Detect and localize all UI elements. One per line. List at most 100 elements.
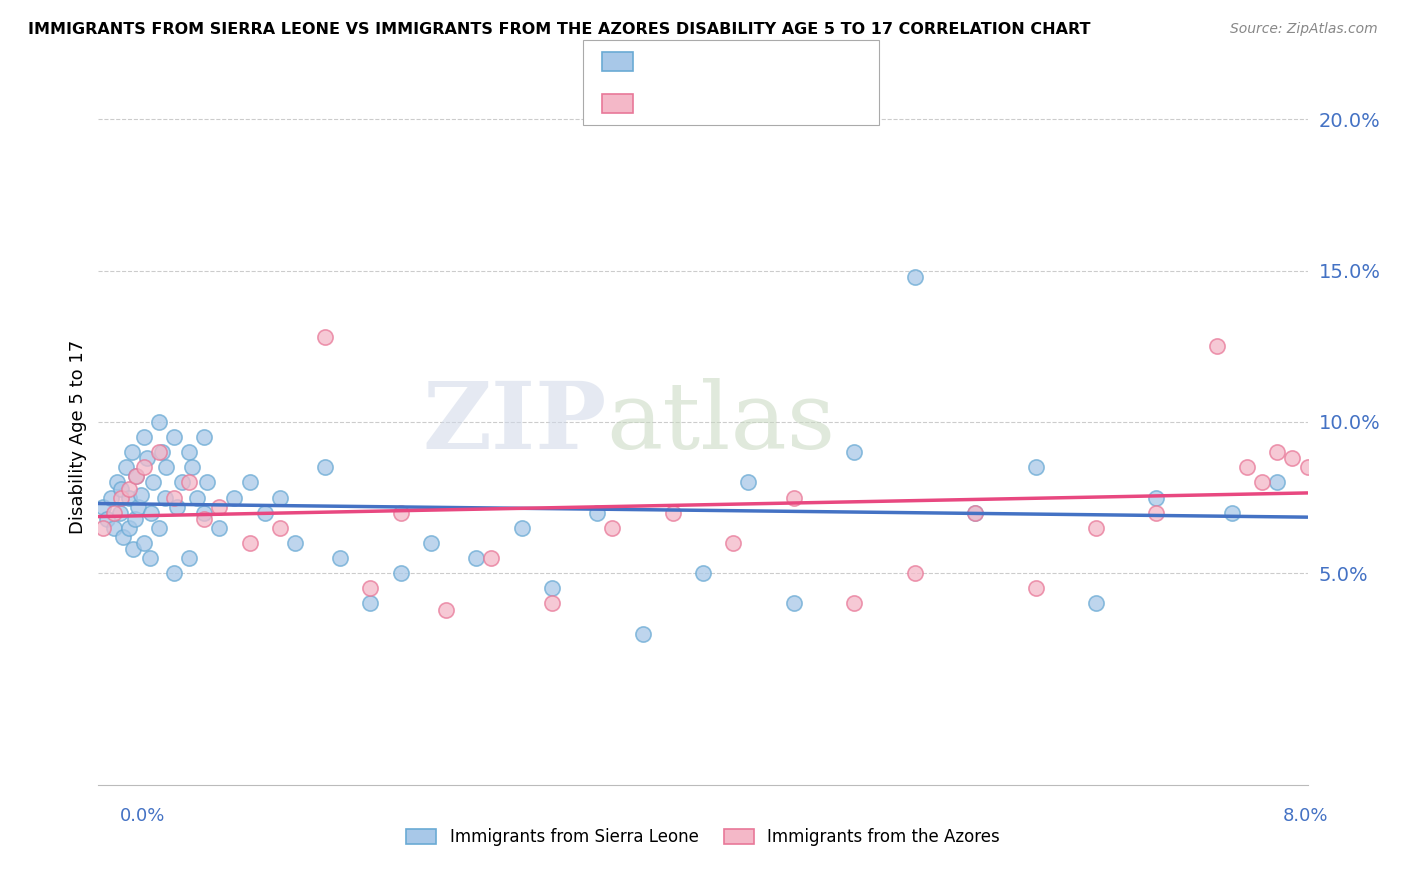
Point [1341,439,1364,453]
Point [1267,475,1289,490]
Point [141,506,163,520]
Point [329,551,352,566]
Point [631,626,654,640]
Point [1357,566,1379,581]
Point [148,415,170,429]
Point [844,445,866,459]
Point [124,512,146,526]
Point [103,521,125,535]
Point [208,521,231,535]
Point [153,491,176,505]
Point [1146,491,1168,505]
Point [148,521,170,535]
Point [602,521,624,535]
Point [269,521,291,535]
Point [389,506,412,520]
Point [121,445,143,459]
Point [100,491,122,505]
Point [1267,445,1289,459]
Text: 8.0%: 8.0% [1284,807,1329,825]
Point [360,597,382,611]
Point [179,475,201,490]
Point [540,582,562,596]
Point [181,460,204,475]
Point [314,330,336,344]
Point [389,566,412,581]
Point [118,491,141,505]
Point [314,460,336,475]
Text: ZIP: ZIP [422,378,606,468]
Text: R = 0.127   N = 40: R = 0.127 N = 40 [643,95,800,112]
Point [148,445,170,459]
Point [110,482,132,496]
Text: Source: ZipAtlas.com: Source: ZipAtlas.com [1230,22,1378,37]
Point [692,566,714,581]
Point [434,602,457,616]
Point [110,491,132,505]
Point [465,551,488,566]
Point [179,551,201,566]
Point [1327,475,1350,490]
Point [1206,339,1229,353]
Point [179,445,201,459]
Point [420,536,443,550]
Point [1281,451,1303,466]
Point [163,430,186,444]
Y-axis label: Disability Age 5 to 17: Disability Age 5 to 17 [69,340,87,534]
Point [1251,475,1274,490]
Point [783,491,806,505]
Point [1296,460,1319,475]
Point [150,445,173,459]
Text: R = 0.319   N = 66: R = 0.319 N = 66 [643,53,800,70]
Point [91,500,114,514]
Point [108,506,131,520]
Point [170,475,193,490]
Point [125,469,148,483]
Point [118,482,141,496]
Point [239,536,262,550]
Point [224,491,246,505]
Point [91,521,114,535]
Point [1220,506,1243,520]
Point [904,269,927,284]
Point [186,491,208,505]
Point [132,536,155,550]
Point [1025,582,1047,596]
Point [510,521,533,535]
Point [208,500,231,514]
Text: atlas: atlas [606,378,835,468]
Point [1146,506,1168,520]
Point [139,551,162,566]
Point [737,475,759,490]
Point [118,521,141,535]
Point [163,566,186,581]
Point [1327,451,1350,466]
Point [105,475,128,490]
Text: 0.0%: 0.0% [120,807,165,825]
Point [132,460,155,475]
Point [1236,460,1258,475]
Point [239,475,262,490]
Point [163,491,186,505]
Point [132,430,155,444]
Text: IMMIGRANTS FROM SIERRA LEONE VS IMMIGRANTS FROM THE AZORES DISABILITY AGE 5 TO 1: IMMIGRANTS FROM SIERRA LEONE VS IMMIGRAN… [28,22,1091,37]
Point [661,506,683,520]
Point [125,469,148,483]
Point [193,506,215,520]
Point [1025,460,1047,475]
Point [193,512,215,526]
Point [127,500,149,514]
Point [1312,445,1334,459]
Point [253,506,276,520]
Point [360,582,382,596]
Point [783,597,806,611]
Legend: Immigrants from Sierra Leone, Immigrants from the Azores: Immigrants from Sierra Leone, Immigrants… [406,828,1000,847]
Point [481,551,503,566]
Point [155,460,177,475]
Point [723,536,745,550]
Point [904,566,927,581]
Point [129,487,152,501]
Point [114,460,136,475]
Point [1085,521,1108,535]
Point [284,536,307,550]
